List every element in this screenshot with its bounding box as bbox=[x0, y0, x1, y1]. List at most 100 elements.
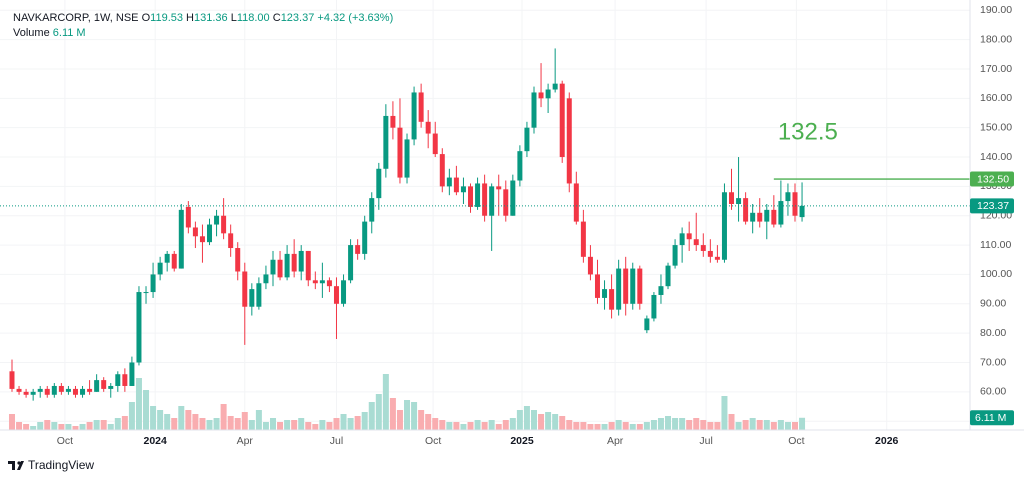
candle-body bbox=[150, 274, 156, 293]
c-value: 123.37 bbox=[281, 12, 315, 24]
volume-bar bbox=[277, 422, 284, 430]
volume-bar bbox=[157, 410, 164, 430]
overlay-layer: 132.5 bbox=[0, 118, 970, 207]
volume-bar bbox=[284, 420, 291, 430]
candle-body bbox=[404, 139, 410, 178]
volume-bar bbox=[51, 422, 58, 430]
tradingview-logo: TradingView bbox=[8, 458, 94, 472]
candle-body bbox=[517, 151, 523, 181]
candle-body bbox=[199, 236, 205, 243]
candle-body bbox=[714, 256, 720, 260]
candle-body bbox=[178, 209, 184, 269]
candle-body bbox=[538, 92, 544, 99]
change: +4.32 (+3.63%) bbox=[317, 12, 393, 24]
candle-body bbox=[390, 115, 396, 128]
candle-body bbox=[333, 286, 339, 304]
volume-bar bbox=[72, 426, 79, 430]
volume-bar bbox=[502, 420, 509, 430]
candle-body bbox=[207, 224, 213, 243]
volume-bar bbox=[396, 410, 403, 430]
volume-bar bbox=[206, 420, 213, 430]
volume-bar bbox=[799, 417, 806, 430]
candle-body bbox=[679, 233, 685, 246]
candle-body bbox=[721, 192, 727, 260]
candle-body bbox=[44, 388, 50, 395]
candle-body bbox=[108, 385, 114, 389]
candle-body bbox=[580, 221, 586, 257]
candle-body bbox=[326, 280, 332, 287]
y-tick-label: 170.00 bbox=[980, 63, 1012, 75]
volume-bar bbox=[65, 424, 72, 430]
volume-bar bbox=[23, 424, 30, 430]
candle-body bbox=[312, 280, 318, 284]
candle-body bbox=[778, 201, 784, 225]
volume-bar bbox=[389, 398, 396, 430]
candle-body bbox=[157, 262, 163, 275]
volume-bar bbox=[128, 402, 135, 430]
candle-body bbox=[355, 245, 361, 254]
x-tick-label: 2024 bbox=[144, 435, 168, 447]
candle-body bbox=[16, 388, 22, 392]
candle-body bbox=[348, 245, 354, 281]
h-value: 131.36 bbox=[194, 12, 228, 24]
candle-body bbox=[418, 92, 424, 122]
hline-label: 132.50 bbox=[977, 173, 1009, 185]
candle-body bbox=[228, 233, 234, 249]
x-tick-label: 2026 bbox=[875, 435, 899, 447]
x-tick-label: Oct bbox=[57, 435, 73, 447]
candle-body bbox=[531, 92, 537, 128]
y-tick-label: 60.00 bbox=[980, 386, 1006, 398]
symbol: NAVKARCORP, 1W, NSE bbox=[13, 12, 139, 24]
candle-body bbox=[475, 183, 481, 207]
candle-body bbox=[397, 127, 403, 178]
volume-bar bbox=[643, 422, 650, 430]
volume-bar bbox=[114, 418, 121, 430]
candle-body bbox=[425, 121, 431, 134]
candle-body bbox=[305, 250, 311, 281]
volume-bar bbox=[58, 424, 65, 430]
candle-body bbox=[686, 233, 692, 240]
candle-body bbox=[792, 192, 798, 216]
volume-bar bbox=[16, 422, 23, 430]
volume-bar bbox=[262, 422, 269, 430]
candle-body bbox=[566, 98, 572, 184]
candle-body bbox=[235, 248, 241, 272]
candle-body bbox=[341, 280, 347, 304]
volume-bar bbox=[347, 418, 354, 430]
volume-bar bbox=[488, 420, 495, 430]
candle-body bbox=[496, 186, 502, 190]
volume-bar bbox=[749, 418, 756, 430]
y-tick-label: 160.00 bbox=[980, 92, 1012, 104]
candle-body bbox=[376, 168, 382, 199]
candle-body bbox=[242, 271, 248, 307]
candle-body bbox=[764, 209, 770, 222]
volume-bar bbox=[481, 422, 488, 430]
candle-body bbox=[693, 239, 699, 246]
volume-bar bbox=[530, 410, 537, 430]
x-tick-label: Jul bbox=[699, 435, 712, 447]
volume-bar bbox=[368, 402, 375, 430]
volume-bar bbox=[220, 404, 227, 430]
candle-body bbox=[510, 180, 516, 216]
volume-bar bbox=[269, 418, 276, 430]
c-label: C bbox=[273, 12, 281, 24]
candle-body bbox=[573, 183, 579, 222]
volume-bar bbox=[319, 420, 326, 430]
y-tick-label: 100.00 bbox=[980, 268, 1012, 280]
candle-body bbox=[623, 268, 629, 304]
candle-body bbox=[284, 253, 290, 278]
volume-bar bbox=[791, 422, 798, 430]
volume-bar bbox=[213, 418, 220, 430]
volume-bar bbox=[8, 414, 15, 430]
candle-body bbox=[545, 89, 551, 99]
candle-body bbox=[630, 268, 636, 304]
y-tick-label: 80.00 bbox=[980, 327, 1006, 339]
candle-body bbox=[524, 127, 530, 152]
volume-bar bbox=[241, 412, 248, 430]
x-tick-label: Apr bbox=[607, 435, 624, 447]
volume-bar bbox=[185, 410, 192, 430]
hline-box bbox=[970, 171, 1014, 187]
volume-bar bbox=[707, 422, 714, 430]
